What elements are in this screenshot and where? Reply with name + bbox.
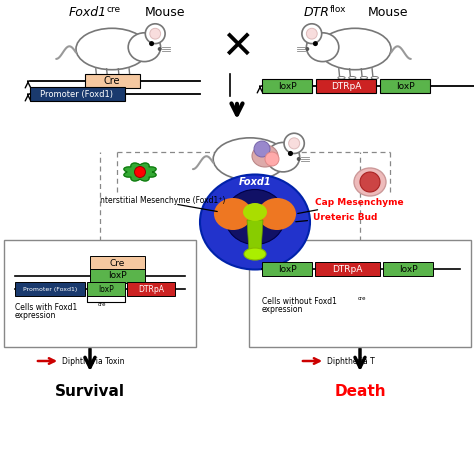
FancyBboxPatch shape [85, 74, 140, 88]
Polygon shape [124, 163, 156, 181]
Circle shape [254, 141, 270, 157]
Ellipse shape [118, 76, 125, 79]
Ellipse shape [95, 76, 102, 79]
Circle shape [284, 133, 304, 154]
Circle shape [265, 152, 279, 166]
Text: loxP: loxP [396, 82, 414, 91]
Ellipse shape [233, 187, 240, 190]
Ellipse shape [349, 76, 356, 79]
Ellipse shape [244, 187, 251, 190]
Text: Cap Mesenchyme: Cap Mesenchyme [298, 198, 404, 213]
Circle shape [305, 47, 309, 51]
FancyBboxPatch shape [4, 240, 196, 347]
Text: DTRpA: DTRpA [138, 284, 164, 293]
FancyBboxPatch shape [15, 282, 85, 296]
Text: loxP: loxP [108, 272, 126, 281]
Ellipse shape [371, 76, 378, 79]
Text: cre: cre [358, 295, 366, 301]
Text: Cre: Cre [104, 76, 120, 86]
Ellipse shape [258, 198, 296, 230]
Ellipse shape [360, 76, 368, 79]
Circle shape [313, 41, 318, 46]
FancyBboxPatch shape [316, 79, 376, 93]
Ellipse shape [252, 145, 278, 167]
FancyBboxPatch shape [380, 79, 430, 93]
Ellipse shape [243, 203, 267, 221]
Ellipse shape [319, 28, 391, 70]
Text: Cre: Cre [109, 258, 125, 267]
Ellipse shape [244, 248, 266, 260]
Ellipse shape [213, 138, 287, 180]
Ellipse shape [266, 187, 274, 190]
Circle shape [302, 24, 322, 44]
Circle shape [158, 47, 162, 51]
Text: Death: Death [334, 383, 386, 399]
Ellipse shape [128, 76, 136, 79]
Text: Foxd1: Foxd1 [69, 6, 107, 18]
FancyBboxPatch shape [90, 256, 145, 270]
Text: Cells with Foxd1: Cells with Foxd1 [15, 303, 77, 312]
Text: Diphtheria Toxin: Diphtheria Toxin [62, 356, 125, 365]
Text: Ureteric Bud: Ureteric Bud [296, 212, 377, 222]
Ellipse shape [76, 28, 148, 70]
Text: loxP: loxP [278, 264, 296, 273]
Text: Diphtheria T: Diphtheria T [327, 356, 375, 365]
FancyBboxPatch shape [383, 262, 433, 276]
FancyBboxPatch shape [90, 269, 145, 283]
Text: expression: expression [262, 304, 303, 313]
FancyBboxPatch shape [315, 262, 380, 276]
Text: Promoter (Foxd1): Promoter (Foxd1) [40, 90, 113, 99]
Text: Cells without Foxd1: Cells without Foxd1 [262, 297, 337, 306]
Text: Mouse: Mouse [368, 6, 409, 18]
Text: expression: expression [15, 311, 56, 320]
Ellipse shape [106, 76, 113, 79]
Text: ✕: ✕ [221, 28, 253, 66]
Ellipse shape [225, 190, 285, 245]
Circle shape [297, 157, 301, 161]
Ellipse shape [354, 168, 386, 196]
Text: cre: cre [98, 302, 107, 308]
FancyBboxPatch shape [87, 282, 125, 296]
Text: DTR: DTR [304, 6, 330, 18]
Ellipse shape [200, 174, 310, 270]
FancyBboxPatch shape [249, 240, 471, 347]
Ellipse shape [266, 143, 300, 172]
Circle shape [150, 28, 161, 39]
Text: nterstitial Mesenchyme (Foxd1⁺): nterstitial Mesenchyme (Foxd1⁺) [100, 195, 225, 204]
Ellipse shape [255, 187, 263, 190]
Circle shape [360, 172, 380, 192]
FancyBboxPatch shape [262, 262, 312, 276]
Ellipse shape [214, 198, 252, 230]
Circle shape [306, 28, 317, 39]
FancyBboxPatch shape [262, 79, 312, 93]
Polygon shape [247, 220, 263, 252]
Circle shape [149, 41, 154, 46]
Text: Foxd1: Foxd1 [239, 177, 271, 187]
Text: loxP: loxP [278, 82, 296, 91]
Text: Mouse: Mouse [145, 6, 185, 18]
Text: DTRpA: DTRpA [331, 82, 361, 91]
Text: cre: cre [107, 4, 121, 13]
Circle shape [135, 166, 146, 177]
FancyBboxPatch shape [30, 87, 125, 101]
Circle shape [146, 24, 165, 44]
Text: Survival: Survival [55, 383, 125, 399]
Ellipse shape [128, 33, 161, 62]
Text: DTRpA: DTRpA [332, 264, 362, 273]
Ellipse shape [338, 76, 345, 79]
Text: loxP: loxP [98, 284, 114, 293]
Ellipse shape [306, 33, 339, 62]
Circle shape [288, 151, 293, 156]
Text: flox: flox [330, 4, 346, 13]
Circle shape [289, 138, 300, 149]
Text: loxP: loxP [399, 264, 417, 273]
FancyBboxPatch shape [127, 282, 175, 296]
Text: Promoter (Foxd1): Promoter (Foxd1) [23, 286, 77, 292]
